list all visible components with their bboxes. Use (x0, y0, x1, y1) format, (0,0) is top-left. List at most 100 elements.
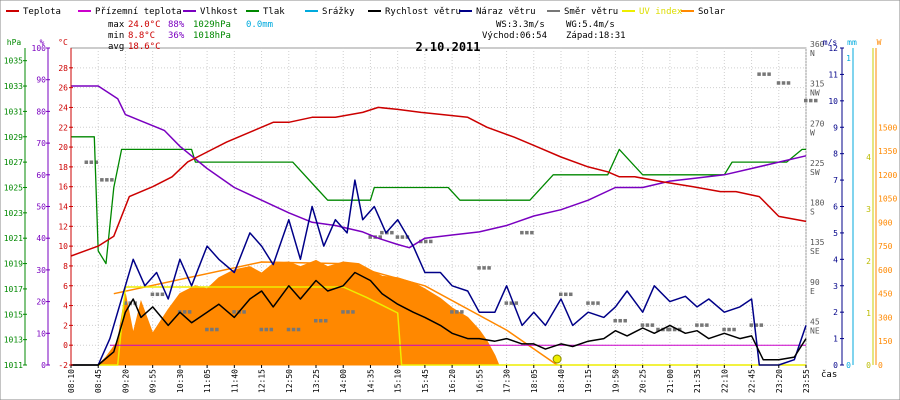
wind-direction-point (757, 72, 761, 76)
pressure-axis-tick-label: 1033 (4, 82, 23, 91)
wind-direction-point (656, 327, 660, 332)
solar-axis-tick-label: 1500 (878, 123, 897, 132)
x-axis-label: čas (821, 369, 837, 380)
wind-direction-point (722, 327, 726, 332)
wind-direction-point (520, 230, 524, 235)
direction-tick-label: 135 (810, 238, 825, 247)
uv-axis-tick-label: 4 (866, 153, 871, 162)
uv-axis-tick-label: 3 (866, 205, 871, 214)
temperature-axis-tick-label: 18 (58, 163, 68, 172)
wind-direction-point (160, 292, 165, 297)
wind-direction-point (210, 327, 214, 332)
uv-axis-tick-label: 0 (866, 361, 871, 370)
temperature-axis-tick-label: 0 (63, 341, 68, 350)
wind-axis-tick-label: 2 (833, 308, 838, 317)
direction-tick-label: 45 (810, 317, 820, 326)
pressure-axis-tick-label: 1031 (4, 107, 23, 116)
rain-axis-tick-label: 0 (846, 361, 851, 370)
wind-direction-point (727, 327, 731, 332)
wind-direction-point (477, 266, 481, 270)
wind-direction-point (155, 292, 160, 297)
wind-direction-point (564, 292, 568, 297)
wind-direction-point (150, 292, 155, 297)
humidity-axis-tick-label: 0 (41, 361, 46, 370)
x-tick-label: 16:20 (448, 369, 457, 393)
solar-axis-tick-label: 900 (878, 218, 893, 227)
wind-direction-point (767, 72, 771, 76)
wind-direction-point (380, 230, 384, 235)
legend-label: Teplota (23, 7, 61, 17)
wind-axis-tick-label: 9 (833, 123, 838, 132)
stat-avg-temp: 18.6°C (128, 42, 161, 52)
wind-direction-point (110, 178, 114, 182)
rain-axis-tick-label: 1 (846, 54, 851, 63)
wind-direction-point (530, 230, 534, 235)
x-tick-label: 12:15 (258, 369, 267, 393)
wind-direction-point (429, 239, 433, 244)
x-tick-label: 10:30 (176, 369, 185, 393)
x-tick-label: 12:50 (285, 369, 294, 393)
x-tick-label: 09:55 (149, 369, 158, 393)
wind-direction-point (762, 72, 766, 76)
temperature-axis-tick-label: 10 (58, 242, 68, 251)
wind-axis-tick-label: 3 (833, 282, 838, 291)
x-tick-label: 17:30 (503, 369, 512, 393)
solar-axis-tick-label: 600 (878, 266, 893, 275)
wind-direction-point (460, 310, 464, 314)
wind-direction-point (809, 98, 813, 103)
wind-direction-point (187, 310, 192, 314)
direction-tick-label: 270 (810, 119, 825, 128)
temperature-axis-tick-label: 22 (58, 123, 68, 132)
wind-direction-point (786, 81, 791, 85)
solar-axis-unit: W (877, 38, 882, 47)
legend-label: UV index (639, 7, 683, 17)
solar-axis-tick-label: 1350 (878, 147, 897, 156)
humidity-axis-tick-label: 100 (32, 44, 47, 53)
pressure-axis-tick-label: 1035 (4, 57, 23, 66)
wind-direction-point (640, 323, 645, 327)
pressure-axis-tick-label: 1013 (4, 336, 23, 345)
direction-tick-label: 90 (810, 278, 820, 287)
x-tick-label: 19:50 (611, 369, 620, 393)
wind-direction-point (94, 160, 99, 164)
wind-direction-point (264, 327, 269, 332)
temperature-unit: °C (58, 38, 68, 47)
pressure-axis-tick-label: 1023 (4, 209, 23, 218)
x-tick-label: 08:45 (94, 369, 103, 393)
wind-direction-point (182, 310, 187, 314)
x-tick-label: 15:45 (421, 369, 430, 393)
pressure-axis-tick-label: 1025 (4, 183, 23, 192)
x-tick-label: 11:40 (230, 369, 239, 393)
humidity-axis-tick-label: 10 (36, 329, 46, 338)
wind-direction-point (84, 160, 89, 164)
wind-direction-point (814, 98, 818, 103)
solar-area (71, 259, 500, 366)
direction-tick-label: NE (810, 326, 820, 335)
temperature-axis-tick-label: 8 (63, 262, 68, 271)
stat-wind-gust: WG:5.4m/s (566, 20, 615, 30)
direction-tick-label: 315 (810, 80, 825, 89)
wind-direction-point (123, 301, 127, 305)
legend-label: Směr větru (564, 7, 618, 17)
direction-tick-label: 180 (810, 199, 825, 208)
wind-direction-point (100, 178, 104, 182)
stat-rain: 0.0mm (246, 20, 273, 30)
wind-direction-point (525, 230, 529, 235)
wind-direction-point (804, 98, 808, 103)
wind-direction-point (732, 327, 736, 332)
temperature-axis-tick-label: 12 (58, 222, 68, 231)
humidity-axis-tick-label: 90 (36, 76, 46, 85)
wind-speed-line (71, 271, 807, 366)
wind-axis-tick-label: 11 (828, 70, 838, 79)
stat-max-press: 1029hPa (193, 20, 231, 30)
legend-label: Tlak (263, 7, 285, 17)
x-tick-label: 18:05 (530, 369, 539, 393)
wind-direction-point (754, 323, 759, 327)
wind-direction-point (776, 81, 781, 85)
wind-direction-point (390, 230, 394, 235)
direction-tick-label: SE (810, 247, 820, 256)
wind-direction-point (269, 327, 274, 332)
wind-direction-point (351, 310, 355, 314)
stat-min-label: min (108, 31, 124, 41)
direction-tick-label: W (810, 128, 815, 137)
